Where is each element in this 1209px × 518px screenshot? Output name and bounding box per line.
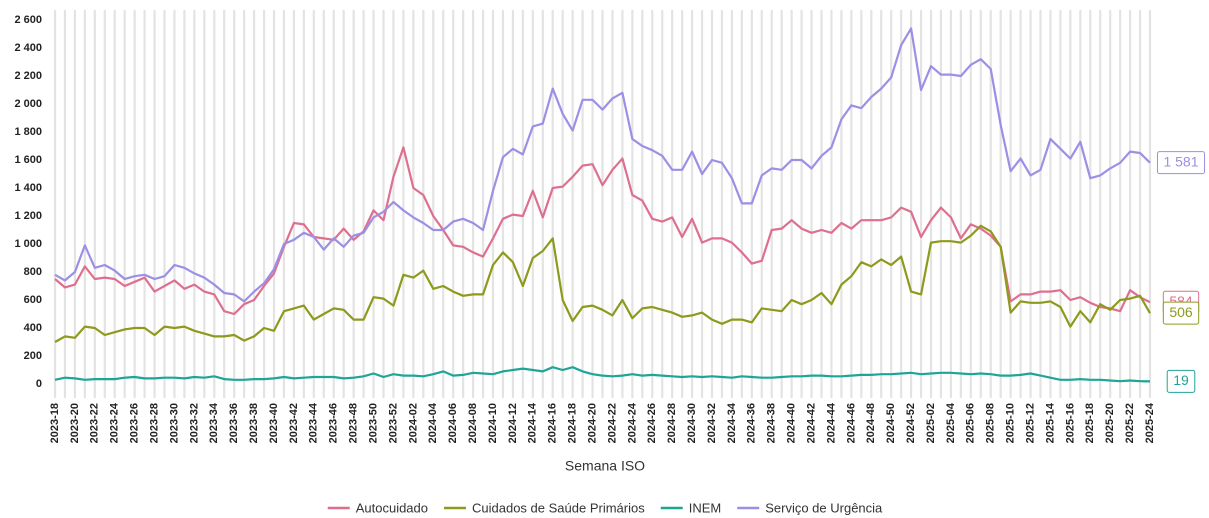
x-tick-label: 2024-42 <box>805 403 817 443</box>
x-tick-label: 2025-22 <box>1124 403 1136 443</box>
x-tick-label: 2024-14 <box>527 402 539 443</box>
x-tick-label: 2023-26 <box>129 403 141 443</box>
series-line <box>54 366 1151 383</box>
x-tick-label: 2024-20 <box>586 403 598 443</box>
x-tick-label: 2025-20 <box>1104 403 1116 443</box>
x-tick-label: 2023-46 <box>328 403 340 443</box>
x-tick-label: 2023-44 <box>308 402 320 443</box>
x-tick-label: 2024-26 <box>646 403 658 443</box>
x-tick-label: 2024-24 <box>626 402 638 443</box>
end-label-box <box>1166 369 1196 393</box>
x-tick-label: 2025-04 <box>945 402 957 443</box>
legend-label: Cuidados de Saúde Primários <box>472 500 645 515</box>
legend-label: Serviço de Urgência <box>765 500 883 515</box>
x-tick-label: 2024-40 <box>786 403 798 443</box>
x-tick-label: 2025-12 <box>1024 403 1036 443</box>
series-line <box>54 146 1151 316</box>
x-axis-title: Semana ISO <box>565 458 645 474</box>
y-tick-label: 400 <box>24 322 42 334</box>
x-tick-label: 2023-22 <box>89 403 101 443</box>
y-tick-label: 2 000 <box>14 98 42 110</box>
x-tick-label: 2024-18 <box>567 403 579 443</box>
x-tick-label: 2023-30 <box>168 403 180 443</box>
x-tick-label: 2024-22 <box>606 403 618 443</box>
y-tick-label: 2 200 <box>14 70 42 82</box>
x-tick-label: 2023-20 <box>69 403 81 443</box>
x-tick-label: 2023-28 <box>148 403 160 443</box>
y-tick-label: 1 800 <box>14 126 42 138</box>
x-tick-label: 2023-38 <box>248 403 260 443</box>
x-tick-label: 2023-34 <box>208 402 220 443</box>
x-tick-label: 2023-32 <box>188 403 200 443</box>
end-label: 506 <box>1169 304 1193 320</box>
grid <box>53 10 1152 398</box>
x-tick-label: 2024-08 <box>467 403 479 443</box>
end-label-box <box>1156 151 1206 175</box>
x-tick-label: 2023-18 <box>49 403 61 443</box>
x-tick-label: 2024-36 <box>746 403 758 443</box>
x-tick-label: 2024-10 <box>487 403 499 443</box>
x-tick-label: 2023-52 <box>387 403 399 443</box>
x-tick-label: 2024-12 <box>507 403 519 443</box>
x-tick-label: 2024-52 <box>905 403 917 443</box>
y-tick-label: 1 200 <box>14 210 42 222</box>
x-tick-label: 2023-50 <box>367 403 379 443</box>
y-tick-label: 200 <box>24 350 42 362</box>
y-tick-label: 0 <box>36 378 42 390</box>
x-tick-label: 2024-34 <box>726 402 738 443</box>
y-tick-label: 1 000 <box>14 238 42 250</box>
legend: Autocuidado Cuidados de Saúde Primários IN… <box>327 500 883 515</box>
end-label: 1 581 <box>1163 153 1198 169</box>
y-tick-label: 1 600 <box>14 154 42 166</box>
x-tick-label: 2024-46 <box>845 403 857 443</box>
series-line <box>54 27 1151 303</box>
x-tick-label: 2023-24 <box>109 402 121 443</box>
x-tick-label: 2024-50 <box>885 403 897 443</box>
x-tick-label: 2025-16 <box>1064 403 1076 443</box>
end-label-box <box>1162 301 1200 325</box>
x-tick-label: 2024-44 <box>825 402 837 443</box>
x-tick-label: 2025-08 <box>985 403 997 443</box>
x-tick-label: 2024-32 <box>706 403 718 443</box>
y-tick-label: 2 600 <box>14 14 42 26</box>
x-tick-label: 2025-02 <box>925 403 937 443</box>
x-tick-label: 2024-02 <box>407 403 419 443</box>
x-tick-label: 2024-48 <box>865 403 877 443</box>
x-tick-label: 2025-14 <box>1044 402 1056 443</box>
x-tick-label: 2023-36 <box>228 403 240 443</box>
x-tick-label: 2023-40 <box>268 403 280 443</box>
end-label: 19 <box>1173 372 1189 388</box>
x-tick-label: 2023-48 <box>348 403 360 443</box>
y-tick-label: 1 400 <box>14 182 42 194</box>
x-tick-label: 2024-30 <box>686 403 698 443</box>
x-tick-label: 2025-06 <box>965 403 977 443</box>
x-tick-label: 2024-28 <box>666 403 678 443</box>
legend-label: INEM <box>689 500 722 515</box>
x-tick-label: 2024-38 <box>766 403 778 443</box>
x-tick-label: 2023-42 <box>288 403 300 443</box>
y-tick-label: 2 400 <box>14 42 42 54</box>
x-tick-label: 2024-06 <box>447 403 459 443</box>
series-line <box>54 224 1151 343</box>
y-tick-label: 800 <box>24 266 42 278</box>
x-tick-label: 2024-04 <box>427 402 439 443</box>
x-tick-label: 2025-24 <box>1144 402 1156 443</box>
x-tick-label: 2025-10 <box>1005 403 1017 443</box>
legend-label: Autocuidado <box>356 500 428 515</box>
x-tick-label: 2024-16 <box>547 403 559 443</box>
y-tick-label: 600 <box>24 294 42 306</box>
x-tick-label: 2025-18 <box>1084 403 1096 443</box>
